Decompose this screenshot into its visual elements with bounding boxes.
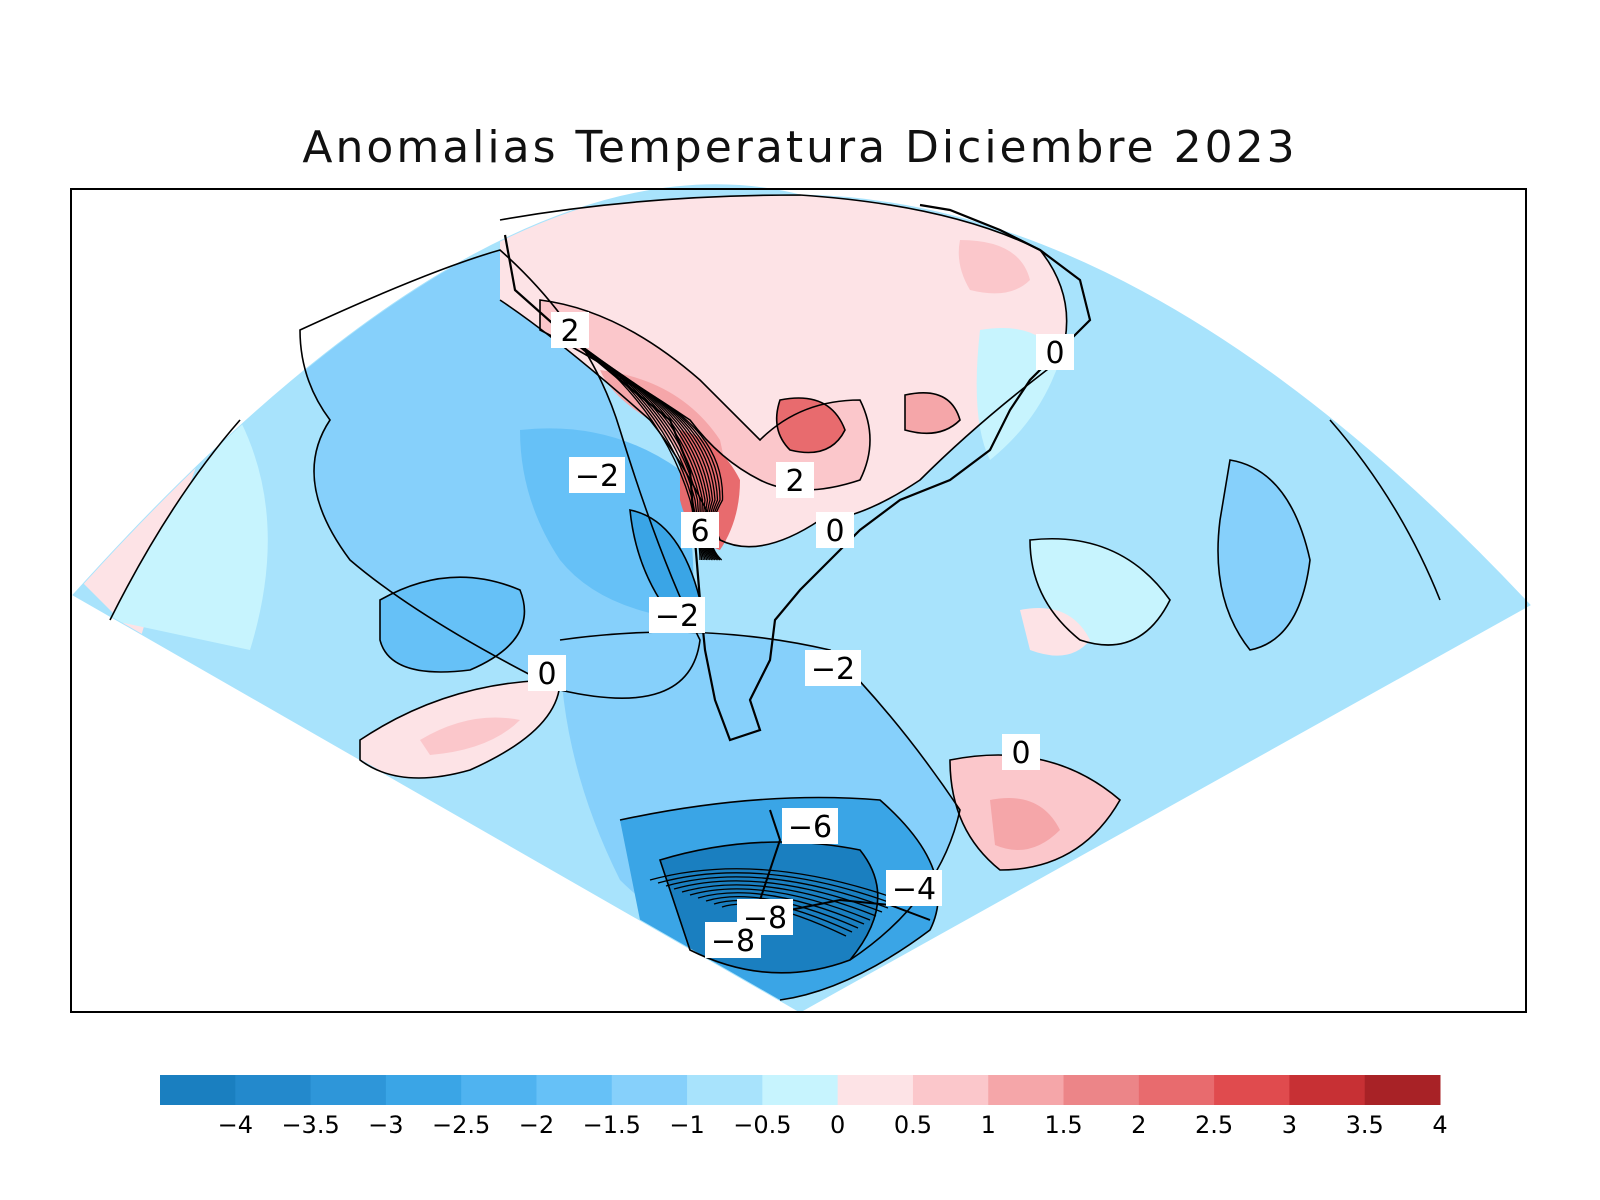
contour-label: 2 [776,462,814,499]
colorbar-swatch [1289,1075,1366,1105]
svg-text:0: 0 [1011,736,1030,771]
svg-text:−6: −6 [788,810,832,845]
svg-text:2: 2 [560,314,579,349]
colorbar-swatch [1063,1075,1140,1105]
colorbar-tick-label: 1.5 [1044,1111,1082,1139]
colorbar-tick-label: 2.5 [1195,1111,1233,1139]
colorbar-swatch [988,1075,1065,1105]
svg-text:−8: −8 [711,924,755,959]
contour-label: −2 [649,597,705,634]
warm-region-east-hotspot [905,392,960,434]
colorbar: −4 −3.5 −3 −2.5 −2 −1.5 −1 −0.5 0 0.5 1 1.5 2 2.5 3 3.5… [160,1075,1448,1139]
svg-text:6: 6 [690,514,709,549]
colorbar-tick-label: 3.5 [1346,1111,1384,1139]
map-frame [70,188,1527,1013]
contour-label: 2 [551,312,589,349]
contour-labels: 20−2 206−20 −20−6−4−8−8 [528,312,1074,959]
svg-text:0: 0 [825,514,844,549]
colorbar-swatch [160,1075,236,1105]
colorbar-swatch [1138,1075,1215,1105]
colorbar-swatch [762,1075,839,1105]
warm-region-south-atlantic-core [990,798,1060,850]
contour-label: 0 [528,655,566,692]
contour-label: 0 [1036,334,1074,371]
colorbar-tick-label: 3 [1282,1111,1297,1139]
warm-region-atlantic [1020,608,1090,656]
colorbar-swatch [611,1075,688,1105]
contour-label: 0 [1002,734,1040,771]
cold-region-light-west [110,420,268,650]
colorbar-swatch [536,1075,613,1105]
colorbar-swatch [1364,1075,1441,1105]
contour-label: −8 [705,922,761,959]
colorbar-tick-label: −1.5 [583,1111,641,1139]
warm-region-brazil [958,240,1030,294]
cold-region-atlantic-1 [1218,460,1310,650]
colorbar-tick-label: −1 [669,1111,704,1139]
colorbar-swatch [1214,1075,1290,1105]
colorbar-swatch [461,1075,537,1105]
contour-label: −2 [569,457,625,494]
colorbar-tick-label: −2.5 [432,1111,490,1139]
colorbar-tick-label: 4 [1432,1111,1447,1139]
colorbar-tick-label: 2 [1131,1111,1146,1139]
contour-label: −2 [805,650,861,687]
colorbar-swatch [310,1075,387,1105]
colorbar-tick-label: −4 [218,1111,253,1139]
warm-region-continent [500,195,1067,547]
antarctic-contour-line [649,868,901,901]
colorbar-swatch [837,1075,914,1105]
svg-text:−2: −2 [811,652,855,687]
colorbar-tick-label: −2 [519,1111,554,1139]
colorbar-swatch [687,1075,763,1105]
colorbar-tick-label: −3.5 [281,1111,339,1139]
antarctic-contour-line [697,892,865,925]
svg-text:−2: −2 [575,459,619,494]
contour-label: 0 [816,512,854,549]
svg-text:−4: −4 [892,872,936,907]
colorbar-swatch [235,1075,312,1105]
svg-text:0: 0 [1045,336,1064,371]
svg-text:0: 0 [537,657,556,692]
page-title: Anomalias Temperatura Diciembre 2023 [302,122,1298,173]
warm-region-south-pacific-core [420,717,520,755]
svg-text:2: 2 [785,464,804,499]
colorbar-tick-label: 1 [981,1111,996,1139]
antarctic-contour-line [681,884,877,917]
contour-label: −6 [782,808,838,845]
cold-region-pacific-deep [380,577,525,672]
colorbar-swatch [385,1075,462,1105]
colorbar-tick-label: 0 [830,1111,845,1139]
colorbar-tick-label: 0.5 [894,1111,932,1139]
contour-label: −4 [886,870,942,907]
warm-region-hotspot [776,398,845,453]
colorbar-tick-label: −0.5 [733,1111,791,1139]
antarctic-contour-line [665,876,889,909]
coastline [503,203,1092,742]
contour-label: 6 [681,512,719,549]
colorbar-tick-label: −3 [368,1111,403,1139]
colorbar-swatch [912,1075,989,1105]
svg-text:−2: −2 [655,599,699,634]
anomaly-field [73,184,1530,1013]
antarctic-contour-line [689,888,871,921]
